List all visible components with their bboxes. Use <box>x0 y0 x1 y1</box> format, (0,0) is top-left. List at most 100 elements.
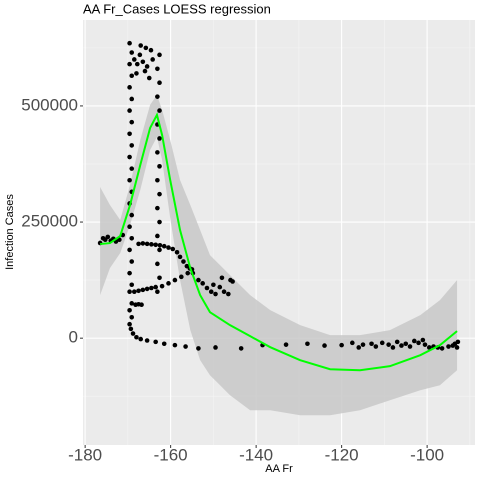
point <box>129 119 135 125</box>
point <box>149 285 154 291</box>
point <box>390 345 396 350</box>
point <box>211 282 216 288</box>
point <box>129 143 135 148</box>
point <box>155 205 160 211</box>
point <box>129 166 135 171</box>
point <box>350 340 355 346</box>
point <box>161 243 167 249</box>
point <box>139 302 144 308</box>
point <box>439 346 445 351</box>
point <box>219 275 225 281</box>
point <box>403 341 409 347</box>
point <box>238 346 244 351</box>
point <box>213 291 218 297</box>
point <box>426 345 432 350</box>
point <box>155 150 160 155</box>
point <box>137 52 143 58</box>
point <box>153 339 158 345</box>
point <box>140 59 146 65</box>
point <box>128 326 134 332</box>
point <box>283 342 289 347</box>
point <box>226 291 231 297</box>
point <box>127 61 132 67</box>
point <box>129 73 135 79</box>
point <box>183 344 188 349</box>
point <box>129 50 135 55</box>
point <box>127 131 132 137</box>
point <box>140 287 146 293</box>
point <box>136 288 141 294</box>
point <box>144 241 150 247</box>
point <box>416 340 421 346</box>
point <box>159 283 165 289</box>
point <box>144 64 150 69</box>
point <box>455 339 461 345</box>
point <box>172 277 178 283</box>
point <box>155 233 160 239</box>
point <box>129 212 135 218</box>
point <box>143 45 149 51</box>
x-tick-label: -180 <box>68 445 102 464</box>
point <box>127 177 132 183</box>
point <box>142 68 148 74</box>
x-tick-label: -100 <box>410 445 444 464</box>
point <box>129 301 135 306</box>
point <box>148 47 154 53</box>
point <box>157 275 162 281</box>
point <box>127 154 132 160</box>
point <box>127 308 132 313</box>
point <box>155 66 160 72</box>
point <box>155 289 160 295</box>
point <box>411 338 417 344</box>
point <box>360 342 366 347</box>
point <box>179 274 184 280</box>
point <box>131 57 137 62</box>
point <box>446 344 451 349</box>
point <box>221 289 227 295</box>
point <box>208 289 214 295</box>
point <box>185 270 191 276</box>
point <box>134 334 139 340</box>
point <box>129 314 135 320</box>
point <box>129 96 135 102</box>
point <box>134 61 140 67</box>
point <box>149 242 154 247</box>
point <box>153 242 158 248</box>
point <box>230 279 235 284</box>
point <box>157 108 162 113</box>
point <box>399 343 404 348</box>
y-axis-label: Infection Cases <box>4 194 16 270</box>
point <box>146 75 152 81</box>
point <box>129 236 135 241</box>
point <box>157 80 162 86</box>
point <box>420 337 426 343</box>
loess-line <box>100 112 458 372</box>
point <box>170 246 176 252</box>
x-tick-label: -120 <box>325 445 359 464</box>
point <box>181 259 186 264</box>
point <box>407 344 413 349</box>
point <box>379 340 385 346</box>
point <box>157 191 162 197</box>
x-axis-label: AA Fr <box>265 463 293 475</box>
point <box>127 270 132 276</box>
point <box>386 342 391 347</box>
point <box>196 277 201 283</box>
point <box>140 241 146 246</box>
point <box>144 286 150 292</box>
point <box>217 284 223 290</box>
point <box>196 346 201 351</box>
point <box>138 336 144 342</box>
point <box>127 40 132 46</box>
point <box>172 342 178 348</box>
point <box>144 338 150 343</box>
point <box>200 281 205 286</box>
point <box>373 344 379 349</box>
point <box>422 342 428 347</box>
point <box>339 342 344 348</box>
point <box>127 85 132 90</box>
point <box>157 52 162 58</box>
point <box>138 43 144 48</box>
y-tick-label: 0 <box>69 328 78 347</box>
